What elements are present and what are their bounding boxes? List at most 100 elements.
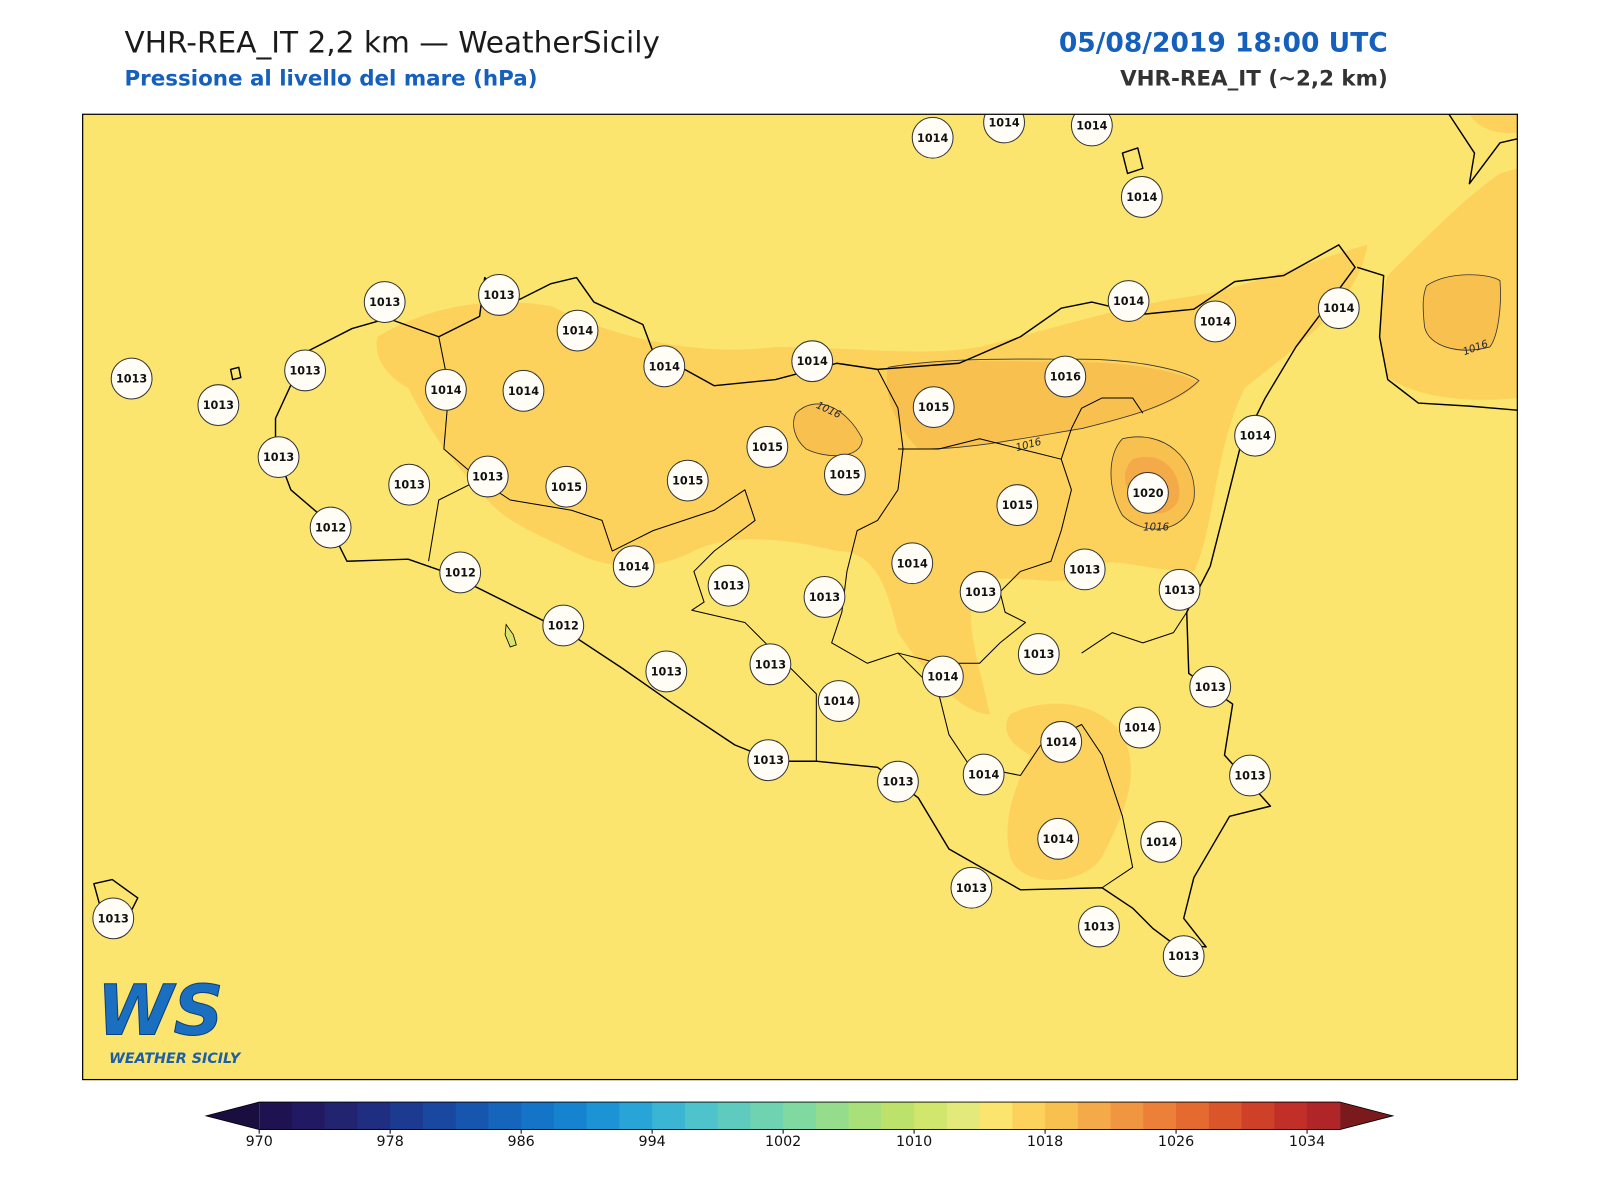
colorbar-bin — [1208, 1102, 1243, 1130]
colorbar-bin — [422, 1102, 457, 1130]
station-marker — [996, 484, 1039, 527]
station: 1013 — [466, 455, 509, 498]
station-marker — [92, 897, 135, 940]
station: 1012 — [439, 551, 482, 594]
colorbar-bin — [619, 1102, 653, 1130]
station-marker — [1317, 287, 1360, 330]
station-value: 1013 — [1083, 921, 1114, 934]
station-marker — [1107, 280, 1150, 322]
station: 1014 — [1070, 114, 1113, 147]
colorbar-bin — [848, 1102, 882, 1130]
station: 1013 — [257, 436, 300, 479]
station-value: 1020 — [1132, 487, 1163, 500]
station-value: 1013 — [472, 471, 503, 484]
colorbar-bin — [1110, 1102, 1144, 1130]
colorbar-bin — [586, 1102, 620, 1130]
station: 1014 — [891, 542, 934, 585]
colorbar-outline — [204, 1101, 1395, 1131]
station: 1013 — [877, 760, 919, 803]
station: 1014 — [1140, 820, 1183, 863]
station: 1014 — [1120, 176, 1163, 218]
station-value: 1015 — [918, 401, 949, 414]
station-value: 1014 — [897, 557, 928, 570]
colorbar-bin — [488, 1102, 522, 1130]
station-marker — [556, 309, 599, 352]
station-value: 1015 — [1002, 499, 1033, 512]
station-marker — [817, 680, 860, 722]
station-value: 1014 — [968, 769, 999, 782]
station-value: 1014 — [649, 360, 680, 373]
station-marker — [478, 273, 520, 316]
colorbar-tick-label: 986 — [508, 1134, 535, 1150]
station: 1013 — [707, 564, 750, 607]
colorbar-bin — [1241, 1102, 1275, 1130]
colorbar-over — [1339, 1102, 1393, 1130]
station-marker — [1140, 820, 1183, 863]
station-value: 1013 — [882, 776, 913, 789]
colorbar: 970 978 986 994 1002 1010 1018 1026 1034 — [204, 1101, 1395, 1150]
colorbar-tick-label: 1018 — [1027, 1134, 1063, 1150]
station: 1014 — [921, 655, 964, 698]
station-value: 1014 — [1200, 315, 1231, 328]
colorbar-bin — [750, 1102, 784, 1130]
colorbar-bin — [1274, 1102, 1308, 1130]
station-marker — [1078, 905, 1120, 948]
station-value: 1015 — [551, 481, 582, 494]
station-value: 1014 — [1113, 295, 1144, 308]
map: 1014 1014 1014 1014 1013 1013 1014 1014 1014 1014… — [82, 114, 1518, 1080]
map-frame — [82, 113, 1518, 1081]
station-marker — [921, 655, 964, 698]
logo-mark: WS — [97, 971, 224, 1051]
station-value: 1013 — [369, 296, 400, 309]
colorbar-bin — [521, 1102, 555, 1130]
subtitle: Pressione al livello del mare (hPa) — [124, 67, 537, 92]
station: 1014 — [1037, 817, 1080, 860]
colorbar-bin — [455, 1102, 489, 1130]
station-value: 1013 — [483, 289, 514, 302]
station-value: 1014 — [1126, 191, 1157, 204]
station-value: 1014 — [508, 385, 539, 398]
station-marker — [891, 542, 934, 585]
station: 1014 — [791, 340, 834, 383]
station: 1013 — [1078, 905, 1120, 948]
station: 1014 — [962, 753, 1005, 796]
station: 1013 — [1017, 633, 1060, 675]
station: 1014 — [1118, 706, 1161, 749]
station-marker — [823, 453, 866, 496]
colorbar-bin — [652, 1102, 686, 1130]
station: 1013 — [1158, 568, 1201, 611]
station-marker — [707, 564, 750, 607]
colorbar-bin — [291, 1102, 326, 1130]
station-value: 1013 — [203, 399, 234, 412]
logo-text: WEATHER SICILY — [109, 1051, 242, 1067]
station-value: 1013 — [713, 580, 744, 593]
station-value: 1013 — [1069, 563, 1100, 576]
station-value: 1014 — [917, 132, 948, 145]
station-value: 1013 — [1168, 950, 1199, 963]
station-value: 1013 — [809, 591, 840, 604]
station-marker — [1017, 633, 1060, 675]
station-marker — [1044, 355, 1087, 398]
station: 1014 — [1317, 287, 1360, 330]
station-value: 1012 — [548, 620, 579, 633]
coastline — [93, 114, 1518, 948]
station-value: 1014 — [618, 560, 649, 573]
station-marker — [439, 551, 482, 594]
station-value: 1014 — [797, 355, 828, 368]
station: 1013 — [950, 866, 993, 909]
station-value: 1013 — [1023, 648, 1054, 661]
colorbar-under — [206, 1102, 260, 1130]
station: 1014 — [502, 369, 545, 412]
station-marker — [746, 426, 789, 468]
colorbar-bin — [390, 1102, 424, 1130]
station: 1013 — [110, 357, 153, 400]
station-marker — [803, 576, 846, 618]
colorbar-bin — [881, 1102, 915, 1130]
colorbar-bin — [946, 1102, 981, 1130]
station: 1013 — [645, 650, 688, 693]
station-value: 1014 — [1323, 302, 1354, 315]
station-value: 1013 — [263, 451, 294, 464]
station: 1013 — [197, 384, 240, 427]
station-marker — [877, 760, 919, 803]
station-marker — [197, 384, 240, 427]
